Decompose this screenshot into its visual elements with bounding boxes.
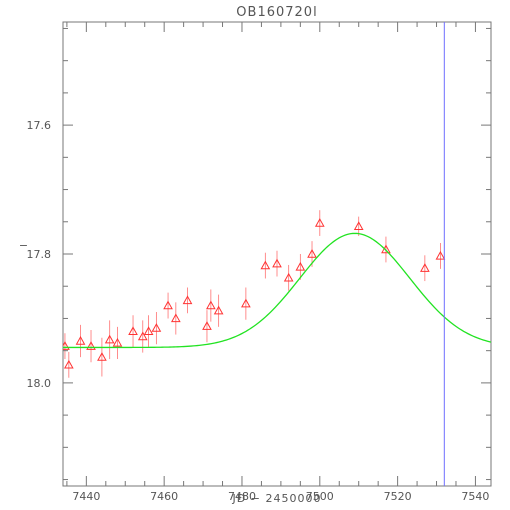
data-point <box>128 315 138 348</box>
data-point <box>112 326 123 360</box>
triangle-marker <box>104 334 115 344</box>
triangle-marker <box>260 260 271 270</box>
data-point <box>170 302 181 335</box>
triangle-marker <box>151 323 162 332</box>
triangle-marker <box>314 218 325 227</box>
triangle-marker <box>295 261 306 271</box>
triangle-marker <box>86 341 96 350</box>
y-tick-label: 17.6 <box>27 119 52 132</box>
data-point <box>213 294 224 327</box>
data-point <box>202 310 212 343</box>
y-tick-label: 18.0 <box>27 377 52 390</box>
triangle-marker <box>307 248 317 258</box>
y-tick-label: 17.8 <box>27 248 52 261</box>
data-point <box>163 292 173 319</box>
data-point <box>241 287 251 320</box>
triangle-marker <box>353 221 364 230</box>
triangle-marker <box>163 300 173 310</box>
triangle-marker <box>283 272 294 282</box>
triangle-marker <box>97 352 107 361</box>
triangle-marker <box>420 263 430 272</box>
data-point <box>283 264 294 291</box>
triangle-marker <box>206 300 216 310</box>
data-point <box>314 210 325 236</box>
data-point <box>63 333 70 360</box>
x-tick-label: 7460 <box>150 490 178 503</box>
data-point <box>97 337 107 377</box>
triangle-marker <box>241 298 251 308</box>
data-point <box>272 250 282 277</box>
x-tick-label: 7520 <box>384 490 412 503</box>
triangle-marker <box>170 313 181 323</box>
data-point <box>182 287 193 314</box>
axes: 7440 7460 7480 7500 7520 7540 17.6 17.8 18.0 <box>27 22 491 503</box>
triangle-marker <box>128 326 138 336</box>
y-axis-label: − <box>19 239 29 252</box>
triangle-marker <box>272 258 282 268</box>
x-tick-label: 7440 <box>72 490 100 503</box>
data-point <box>435 243 446 269</box>
x-tick-label: 7480 <box>228 490 256 503</box>
data-point <box>295 254 306 280</box>
triangle-marker <box>143 326 154 336</box>
data-point <box>104 320 115 360</box>
triangle-marker <box>63 341 70 350</box>
triangle-marker <box>182 295 193 305</box>
data-point <box>86 330 96 363</box>
triangle-marker <box>202 321 212 330</box>
triangle-marker <box>213 305 224 315</box>
plot-area <box>63 22 491 486</box>
x-tick-label: 7500 <box>306 490 334 503</box>
data-point <box>143 315 154 348</box>
triangle-marker <box>435 250 446 260</box>
chart-title: OB160720l <box>236 5 317 20</box>
data-point <box>260 252 271 279</box>
data-point <box>75 324 86 358</box>
x-tick-label: 7540 <box>461 490 489 503</box>
triangle-marker <box>75 335 86 345</box>
model-curve <box>63 232 491 349</box>
triangle-marker <box>137 331 148 341</box>
triangle-marker <box>112 337 123 347</box>
data-point <box>151 312 162 345</box>
data-point <box>353 216 364 236</box>
triangle-marker <box>63 359 74 369</box>
data-point <box>420 255 430 282</box>
data-point <box>63 351 74 378</box>
x-axis-label: JD − 2450000 <box>232 492 322 505</box>
data-point <box>206 289 216 322</box>
